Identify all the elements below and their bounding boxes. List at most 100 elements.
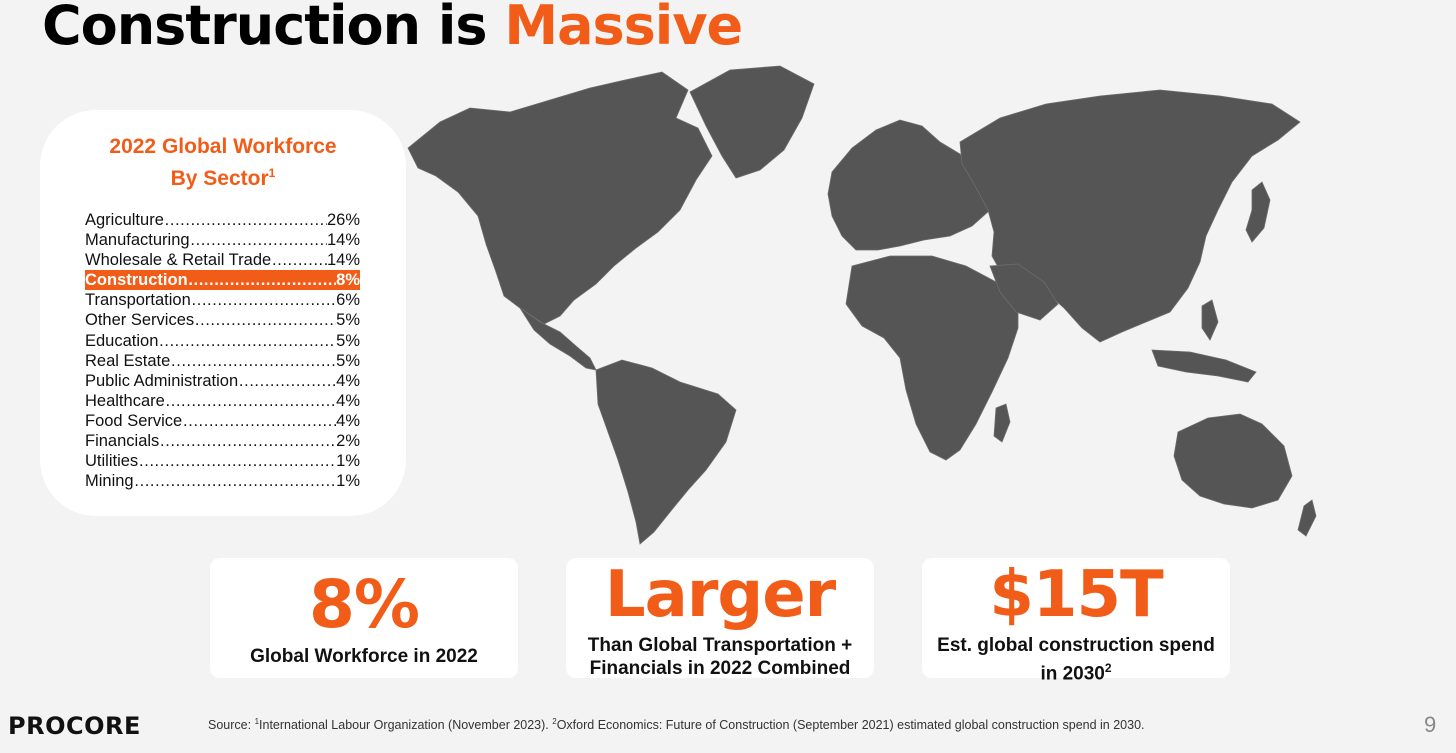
procore-logo: PROCORE: [8, 712, 141, 740]
stat-caption: Than Global Transportation + Financials …: [566, 634, 874, 680]
sector-percent: 1%: [336, 472, 360, 491]
sector-row: Other Services………………………………………………………………………: [85, 310, 360, 330]
leader-dots: …………………………………………………………………………………………………………: [182, 411, 337, 430]
sector-percent: 4%: [336, 371, 360, 390]
title-main: Construction is: [42, 0, 488, 57]
north-america: [407, 71, 713, 325]
stat-value: $15T: [989, 558, 1163, 632]
leader-dots: …………………………………………………………………………………………………………: [189, 231, 327, 250]
sector-row: Transportation………………………………………………………………………: [85, 290, 360, 310]
sector-percent: 2%: [336, 432, 360, 451]
footnote-marker: 1: [254, 717, 260, 726]
leader-dots: …………………………………………………………………………………………………………: [159, 432, 336, 451]
footnote-marker: 2: [1104, 661, 1112, 675]
leader-dots: …………………………………………………………………………………………………………: [158, 331, 336, 350]
sector-row: Public Administration……………………………………………………: [85, 371, 360, 391]
leader-dots: …………………………………………………………………………………………………………: [133, 472, 337, 491]
footnote-marker: 1: [268, 166, 276, 180]
leader-dots: …………………………………………………………………………………………………………: [271, 251, 327, 270]
sector-name: Construction: [85, 271, 188, 290]
sector-name: Education: [85, 331, 159, 350]
sector-name: Financials: [85, 432, 160, 451]
stat-value: Larger: [604, 558, 836, 632]
sector-percent: 26%: [326, 211, 360, 229]
africa: [845, 255, 1019, 461]
sector-card: 2022 Global Workforce By Sector1 Agricul…: [40, 110, 406, 516]
sector-card-title-line1: 2022 Global Workforce: [109, 135, 337, 158]
sector-row: Utilities……………………………………………………………………………………: [85, 451, 360, 471]
sector-name: Manufacturing: [85, 231, 190, 250]
world-map-graphic: [407, 65, 1317, 545]
sector-name: Healthcare: [85, 391, 165, 410]
madagascar: [993, 403, 1011, 443]
source-2: Oxford Economics: Future of Construction…: [556, 718, 1145, 733]
leader-dots: …………………………………………………………………………………………………………: [163, 211, 327, 229]
stat-card-spend: $15T Est. global construction spend in 2…: [922, 558, 1230, 684]
source-note: Source: 1International Labour Organizati…: [208, 717, 1145, 732]
sector-name: Food Service: [85, 411, 183, 430]
sector-percent: 14%: [326, 231, 360, 250]
sector-card-title: 2022 Global Workforce By Sector1: [40, 134, 406, 192]
sector-name: Mining: [85, 472, 134, 491]
europe: [827, 119, 991, 251]
sector-row: Construction……………………………………………………………………………: [85, 270, 360, 291]
sector-name: Agriculture: [85, 211, 164, 229]
philippines: [1201, 299, 1219, 341]
sector-name: Utilities: [85, 452, 139, 471]
sector-percent: 1%: [336, 452, 360, 471]
sector-percent: 5%: [336, 311, 360, 330]
sector-percent: 5%: [336, 351, 360, 370]
sector-row: Real Estate………………………………………………………………………………: [85, 351, 360, 371]
sector-card-title-line2: By Sector1: [40, 160, 406, 192]
stat-card-workforce: 8% Global Workforce in 2022: [210, 558, 518, 678]
page-number: 9: [1424, 712, 1437, 737]
arabia: [989, 263, 1059, 321]
southeast-asia-islands: [1151, 349, 1257, 383]
sector-row: Healthcare…………………………………………………………………………………: [85, 391, 360, 411]
sector-percent: 4%: [336, 411, 360, 430]
sector-name: Wholesale & Retail Trade: [85, 251, 272, 270]
stat-caption: Est. global construction spend in 20302: [922, 634, 1230, 685]
sector-list: Agriculture………………………………………………………………………………: [85, 210, 360, 491]
stat-caption-line2: in 20302: [922, 657, 1230, 685]
stat-caption-line1: Est. global construction spend: [937, 635, 1215, 656]
footnote-marker: 2: [552, 717, 557, 726]
world-map: [400, 60, 1350, 560]
stat-caption-line2-text: in 2030: [1040, 663, 1105, 685]
sector-row: Manufacturing…………………………………………………………………………: [85, 230, 360, 250]
stat-value: 8%: [308, 566, 420, 643]
leader-dots: …………………………………………………………………………………………………………: [194, 311, 337, 330]
japan: [1245, 181, 1271, 243]
slide-title: Construction is Massive: [42, 0, 743, 53]
sector-percent: 14%: [326, 251, 360, 270]
source-prefix: Source:: [208, 718, 255, 733]
sector-name: Transportation: [85, 291, 191, 310]
sector-row: Mining……………………………………………………………………………………………: [85, 471, 360, 491]
sector-percent: 4%: [336, 391, 360, 410]
sector-row: Agriculture………………………………………………………………………………: [85, 210, 360, 230]
leader-dots: …………………………………………………………………………………………………………: [238, 371, 336, 390]
sector-percent: 6%: [336, 291, 360, 310]
leader-dots: …………………………………………………………………………………………………………: [187, 271, 337, 290]
leader-dots: …………………………………………………………………………………………………………: [170, 351, 336, 370]
stat-caption-line1: Than Global Transportation +: [587, 635, 853, 656]
sector-percent: 8%: [336, 271, 360, 290]
leader-dots: …………………………………………………………………………………………………………: [190, 291, 337, 310]
sector-row: Food Service……………………………………………………………………………: [85, 411, 360, 431]
sector-percent: 5%: [336, 331, 360, 350]
source-1: International Labour Organization (Novem…: [259, 718, 553, 733]
sector-name: Public Administration: [85, 371, 239, 390]
leader-dots: …………………………………………………………………………………………………………: [164, 391, 336, 410]
sector-card-title-line2-text: By Sector: [170, 167, 269, 190]
australia: [1173, 413, 1293, 509]
stat-caption: Global Workforce in 2022: [250, 646, 478, 667]
leader-dots: …………………………………………………………………………………………………………: [138, 452, 336, 471]
south-america: [595, 359, 737, 545]
sector-row: Education……………………………………………………………………………………: [85, 331, 360, 351]
stat-caption-line2: Financials in 2022 Combined: [589, 658, 851, 679]
asia: [959, 89, 1301, 343]
new-zealand: [1297, 499, 1317, 537]
title-accent: Massive: [504, 0, 743, 57]
sector-row: Financials…………………………………………………………………………………: [85, 431, 360, 451]
sector-row: Wholesale & Retail Trade……………………………………………: [85, 250, 360, 270]
